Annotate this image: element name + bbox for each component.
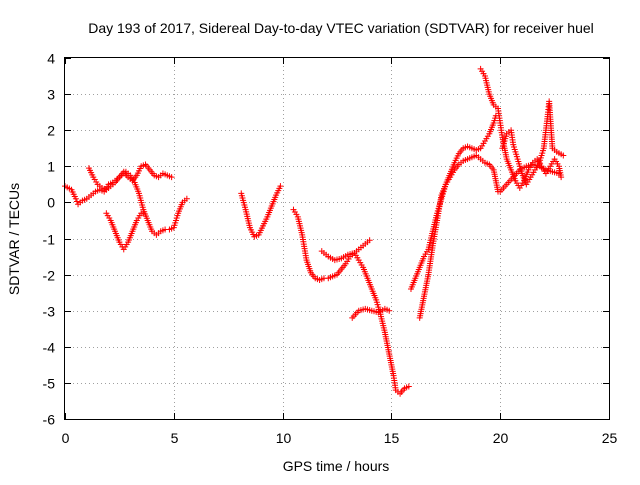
data-point: [366, 237, 373, 244]
y-tick-label: -5: [43, 376, 56, 392]
data-point: [140, 210, 147, 217]
chart-title: Day 193 of 2017, Sidereal Day-to-day VTE…: [88, 20, 594, 36]
x-tick-label: 25: [602, 430, 618, 446]
y-axis-label: SDTVAR / TECUs: [6, 183, 22, 295]
y-tick-label: 3: [47, 87, 55, 103]
x-tick-label: 10: [276, 430, 292, 446]
y-tick-label: -6: [43, 412, 56, 428]
data-point: [183, 195, 190, 202]
x-tick-label: 15: [384, 430, 400, 446]
data-point: [386, 307, 393, 314]
x-tick-label: 5: [171, 430, 179, 446]
data-point: [405, 383, 412, 390]
y-tick-label: 2: [47, 123, 55, 139]
data-point: [73, 198, 80, 205]
data-point: [72, 195, 79, 202]
y-tick-label: 1: [47, 159, 55, 175]
data-points: [62, 65, 567, 397]
data-point: [277, 183, 284, 190]
y-tick-label: -2: [43, 268, 56, 284]
data-point: [168, 174, 175, 181]
x-axis-label: GPS time / hours: [283, 458, 390, 474]
y-tick-label: 4: [47, 51, 55, 67]
data-point: [560, 152, 567, 159]
y-tick-label: 0: [47, 195, 55, 211]
data-point: [558, 174, 565, 181]
data-point: [555, 170, 562, 177]
y-tick-label: -1: [43, 232, 56, 248]
x-tick-label: 20: [493, 430, 509, 446]
x-tick-label: 0: [62, 430, 70, 446]
plot-frame: [64, 57, 610, 420]
y-tick-label: -3: [43, 304, 56, 320]
y-tick-label: -4: [43, 340, 56, 356]
